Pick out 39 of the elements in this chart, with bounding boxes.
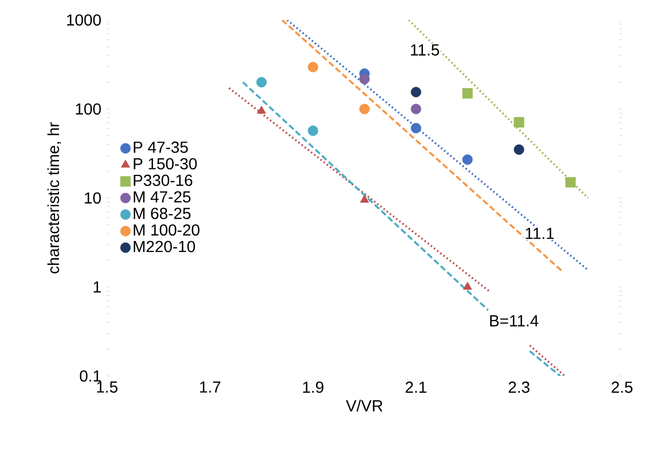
annotation: 11.1	[526, 228, 554, 239]
y-tick-label: 0.1	[80, 370, 101, 382]
point	[359, 74, 370, 84]
annotation: B=11.4	[490, 315, 538, 326]
x-tick-label: 1.5	[97, 382, 118, 393]
x-tick-label: 2.3	[508, 382, 530, 393]
point	[514, 117, 524, 128]
y-tick-label: 1000	[67, 14, 101, 26]
legend-label: M220-10	[134, 240, 196, 252]
y-axis-title: characteristic time, hr	[47, 122, 62, 274]
point	[565, 177, 576, 188]
x-tick-label: 1.7	[200, 382, 220, 393]
legend-label: M 68-25	[134, 208, 190, 220]
legend-label: P 150-30	[134, 158, 197, 170]
point	[462, 88, 473, 99]
point	[514, 144, 524, 155]
legend-label: P 47-35	[134, 142, 188, 153]
legend-label: M 100-20	[134, 224, 200, 236]
y-tick-label: 100	[76, 103, 101, 115]
point	[359, 104, 370, 114]
point	[462, 154, 473, 165]
point	[410, 86, 422, 98]
point	[462, 282, 472, 290]
y-tick-label: 1	[94, 281, 101, 293]
x-axis-title: V/VR	[346, 400, 382, 412]
x-tick-label: 2.5	[612, 382, 632, 393]
point	[410, 122, 422, 134]
point	[256, 77, 267, 88]
point	[256, 106, 266, 114]
legend-label: P330-16	[134, 174, 192, 186]
point	[360, 194, 370, 203]
point	[308, 126, 318, 136]
annotation: 11.5	[411, 44, 440, 56]
x-tick-label: 2.1	[406, 382, 426, 393]
point	[308, 62, 318, 72]
point	[410, 104, 422, 114]
x-tick-label: 1.9	[303, 382, 324, 393]
legend-label: M 47-25	[134, 191, 190, 203]
y-tick-label: 10	[84, 192, 101, 204]
